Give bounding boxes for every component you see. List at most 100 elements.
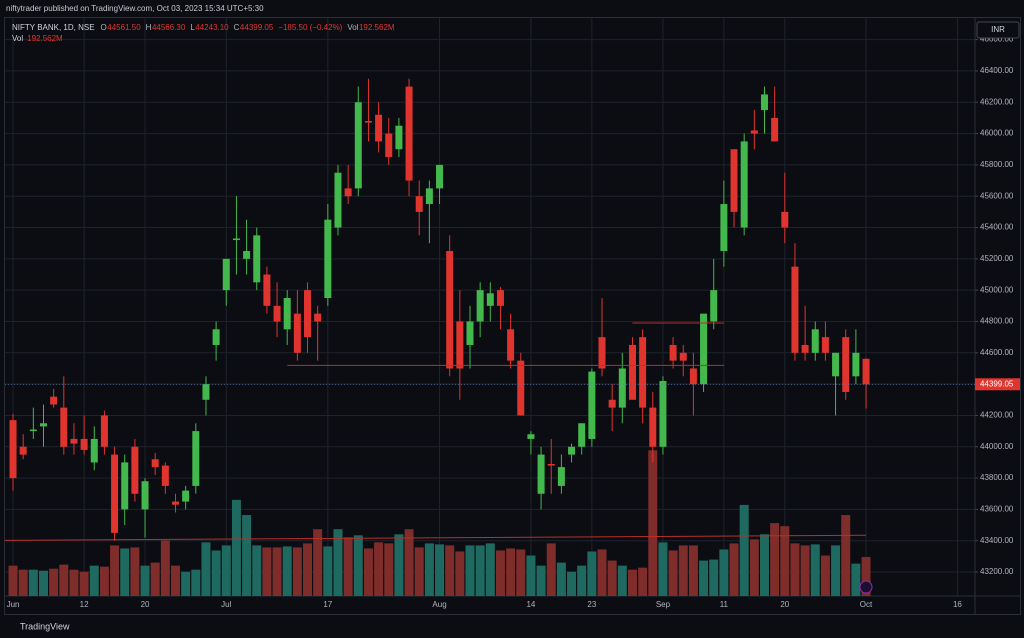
candle-body bbox=[557, 467, 565, 486]
candle-body bbox=[222, 258, 230, 291]
candle-body bbox=[649, 407, 657, 447]
candle-body bbox=[700, 313, 708, 385]
x-tick-label: 11 bbox=[720, 600, 729, 609]
volume-bar bbox=[445, 545, 455, 596]
candle-body bbox=[29, 429, 37, 432]
candle-body bbox=[19, 446, 27, 455]
candle-body bbox=[90, 438, 98, 463]
x-tick-label: 20 bbox=[780, 600, 789, 609]
x-tick-label: 17 bbox=[323, 600, 332, 609]
volume-bar bbox=[861, 557, 871, 596]
candle-body bbox=[618, 368, 626, 408]
candle-body bbox=[527, 434, 535, 439]
candle-body bbox=[578, 423, 586, 447]
candle-body bbox=[192, 431, 200, 486]
volume-bar bbox=[171, 565, 181, 596]
volume-bar bbox=[648, 450, 658, 596]
candle-body bbox=[304, 290, 312, 338]
volume-bar bbox=[323, 546, 333, 596]
y-tick-label: 43600.00 bbox=[980, 505, 1014, 514]
volume-bar bbox=[627, 569, 637, 596]
volume-bar bbox=[759, 534, 769, 596]
candle-body bbox=[842, 337, 850, 392]
volume-trendline bbox=[4, 534, 867, 541]
x-tick-label: 20 bbox=[141, 600, 150, 609]
candle-body bbox=[172, 501, 180, 505]
candle-body bbox=[639, 337, 647, 408]
volume-bar bbox=[211, 550, 221, 596]
volume-bar bbox=[38, 570, 48, 596]
volume-bar bbox=[201, 542, 211, 596]
volume-bar bbox=[79, 571, 89, 596]
y-tick-label: 46600.00 bbox=[980, 35, 1014, 44]
candle-body bbox=[547, 463, 555, 466]
y-tick-label: 46400.00 bbox=[980, 66, 1014, 75]
candle-body bbox=[253, 235, 261, 283]
volume-bar bbox=[120, 548, 130, 596]
candle-body bbox=[720, 204, 728, 252]
published-note: niftytrader published on TradingView.com… bbox=[6, 4, 264, 13]
candle-body bbox=[121, 462, 129, 510]
volume-bar bbox=[465, 545, 475, 596]
volume-bar bbox=[709, 559, 719, 596]
y-tick-label: 44800.00 bbox=[980, 317, 1014, 326]
legend-item: O bbox=[101, 23, 107, 32]
volume-bar bbox=[770, 523, 780, 596]
volume-bar bbox=[800, 545, 810, 596]
volume-bar bbox=[384, 543, 394, 596]
candle-body bbox=[588, 371, 596, 439]
volume-bar bbox=[587, 551, 597, 596]
volume-bar bbox=[363, 548, 373, 596]
candle-body bbox=[517, 360, 525, 416]
volume-bar bbox=[374, 542, 384, 596]
x-tick-label: 12 bbox=[80, 600, 89, 609]
y-tick-label: 46000.00 bbox=[980, 129, 1014, 138]
volume-bar bbox=[160, 540, 170, 596]
candle-body bbox=[415, 196, 423, 212]
candle-body bbox=[324, 219, 332, 298]
volume-bar bbox=[8, 565, 18, 596]
volume-bar bbox=[567, 571, 577, 596]
candle-body bbox=[50, 396, 58, 405]
volume-bar bbox=[262, 547, 272, 596]
volume-bar bbox=[89, 565, 99, 596]
x-tick-label: Oct bbox=[860, 600, 873, 609]
volume-bar bbox=[424, 543, 434, 596]
volume-bar bbox=[820, 555, 830, 596]
y-tick-label: 43800.00 bbox=[980, 473, 1014, 482]
x-tick-label: Jul bbox=[221, 600, 231, 609]
candle-body bbox=[80, 438, 88, 450]
y-tick-label: 45600.00 bbox=[980, 191, 1014, 200]
candle-body bbox=[385, 133, 393, 158]
volume-bar bbox=[790, 543, 800, 596]
candle-body bbox=[273, 305, 281, 322]
legend-item: 44243.10 bbox=[195, 23, 229, 32]
candle-body bbox=[395, 125, 403, 150]
y-tick-label: 44200.00 bbox=[980, 411, 1014, 420]
frame bbox=[4, 17, 1021, 615]
volume-bar bbox=[343, 537, 353, 596]
candle-body bbox=[486, 293, 494, 306]
volume-bar bbox=[546, 543, 556, 596]
x-tick-label: Jun bbox=[7, 600, 20, 609]
y-tick-label: 43400.00 bbox=[980, 536, 1014, 545]
legend-item: C bbox=[234, 23, 240, 32]
volume-bar bbox=[221, 545, 231, 596]
event-icon[interactable] bbox=[859, 580, 873, 594]
volume-bar bbox=[292, 547, 302, 596]
volume-bar bbox=[851, 563, 861, 596]
volume-bar bbox=[506, 548, 516, 596]
candle-body bbox=[436, 164, 444, 189]
volume-bar bbox=[810, 544, 820, 596]
legend-item: −185.50 (−0.42%) bbox=[278, 23, 342, 32]
volume-bar bbox=[739, 504, 749, 596]
volume-bar bbox=[150, 562, 160, 596]
y-tick-label: 45200.00 bbox=[980, 254, 1014, 263]
y-tick-label: 44000.00 bbox=[980, 442, 1014, 451]
footer bbox=[0, 618, 1024, 638]
candle-body bbox=[100, 415, 108, 447]
y-tick-label: 45400.00 bbox=[980, 223, 1014, 232]
last-price-box bbox=[975, 378, 1020, 391]
volume-bar bbox=[59, 564, 69, 596]
